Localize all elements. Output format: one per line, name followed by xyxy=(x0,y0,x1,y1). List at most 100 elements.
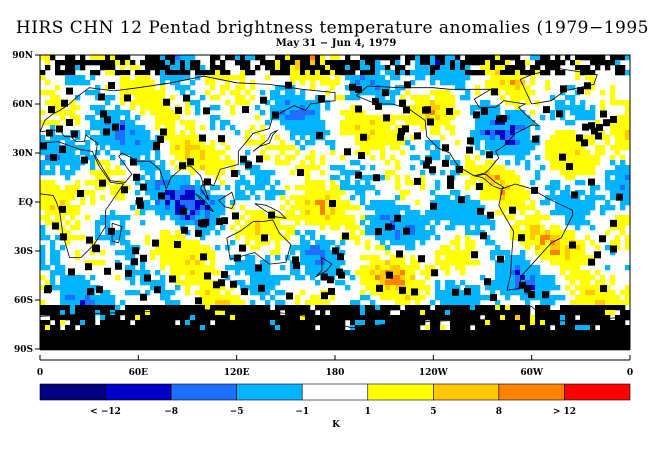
anomaly-cell xyxy=(275,330,281,336)
anomaly-cell xyxy=(415,120,421,126)
anomaly-cell xyxy=(545,330,551,336)
anomaly-cell xyxy=(280,85,286,91)
anomaly-cell xyxy=(580,250,586,256)
anomaly-cell xyxy=(115,345,121,351)
anomaly-cell xyxy=(220,200,226,206)
anomaly-cell xyxy=(295,205,301,211)
anomaly-cell xyxy=(585,310,591,316)
anomaly-cell xyxy=(140,100,146,106)
anomaly-cell xyxy=(185,135,191,141)
anomaly-cell xyxy=(65,175,71,181)
anomaly-cell xyxy=(280,70,286,76)
anomaly-cell xyxy=(500,175,506,181)
anomaly-cell xyxy=(510,95,516,101)
anomaly-cell xyxy=(235,220,241,226)
anomaly-cell xyxy=(360,115,366,121)
anomaly-cell xyxy=(555,195,561,201)
anomaly-cell xyxy=(520,330,526,336)
anomaly-cell xyxy=(70,155,76,161)
missing-data-cell xyxy=(66,87,73,95)
anomaly-cell xyxy=(160,345,166,351)
anomaly-cell xyxy=(390,205,396,211)
anomaly-cell xyxy=(600,105,606,111)
anomaly-cell xyxy=(575,245,581,251)
anomaly-cell xyxy=(215,115,221,121)
anomaly-cell xyxy=(530,230,536,236)
anomaly-cell xyxy=(350,205,356,211)
anomaly-cell xyxy=(145,70,151,76)
anomaly-cell xyxy=(585,65,591,71)
anomaly-cell xyxy=(270,325,276,331)
anomaly-cell xyxy=(95,310,101,316)
anomaly-cell xyxy=(260,325,266,331)
anomaly-cell xyxy=(325,250,331,256)
missing-data-cell xyxy=(328,287,335,295)
anomaly-cell xyxy=(325,325,331,331)
anomaly-cell xyxy=(60,280,66,286)
anomaly-cell xyxy=(110,140,116,146)
anomaly-cell xyxy=(390,200,396,206)
anomaly-cell xyxy=(515,185,521,191)
anomaly-cell xyxy=(490,165,496,171)
anomaly-cell xyxy=(310,255,316,261)
anomaly-cell xyxy=(315,260,321,266)
missing-data-cell xyxy=(108,82,115,90)
anomaly-cell xyxy=(200,165,206,171)
anomaly-cell xyxy=(600,60,606,66)
anomaly-cell xyxy=(620,300,626,306)
anomaly-cell xyxy=(220,90,226,96)
anomaly-cell xyxy=(105,335,111,341)
anomaly-cell xyxy=(405,90,411,96)
anomaly-cell xyxy=(255,280,261,286)
anomaly-cell xyxy=(320,300,326,306)
anomaly-cell xyxy=(300,135,306,141)
anomaly-cell xyxy=(530,80,536,86)
anomaly-cell xyxy=(395,140,401,146)
anomaly-cell xyxy=(235,190,241,196)
anomaly-cell xyxy=(555,65,561,71)
anomaly-cell xyxy=(125,315,131,321)
anomaly-cell xyxy=(435,220,441,226)
anomaly-cell xyxy=(545,200,551,206)
anomaly-cell xyxy=(440,120,446,126)
anomaly-cell xyxy=(355,335,361,341)
anomaly-cell xyxy=(340,320,346,326)
anomaly-cell xyxy=(290,80,296,86)
anomaly-cell xyxy=(65,195,71,201)
anomaly-cell xyxy=(280,340,286,346)
anomaly-cell xyxy=(305,60,311,66)
anomaly-cell xyxy=(75,335,81,341)
anomaly-cell xyxy=(145,310,151,316)
anomaly-cell xyxy=(170,270,176,276)
anomaly-cell xyxy=(165,230,171,236)
anomaly-cell xyxy=(495,300,501,306)
anomaly-cell xyxy=(235,310,241,316)
anomaly-cell xyxy=(525,280,531,286)
anomaly-cell xyxy=(445,70,451,76)
anomaly-cell xyxy=(515,235,521,241)
anomaly-cell xyxy=(100,125,106,131)
anomaly-cell xyxy=(345,85,351,91)
anomaly-cell xyxy=(270,190,276,196)
anomaly-cell xyxy=(500,180,506,186)
anomaly-cell xyxy=(280,160,286,166)
coastline xyxy=(254,203,287,219)
anomaly-cell xyxy=(65,155,71,161)
anomaly-cell xyxy=(380,65,386,71)
anomaly-cell xyxy=(395,70,401,76)
anomaly-cell xyxy=(605,290,611,296)
anomaly-cell xyxy=(290,95,296,101)
anomaly-cell xyxy=(535,295,541,301)
anomaly-cell xyxy=(295,95,301,101)
anomaly-cell xyxy=(520,95,526,101)
anomaly-cell xyxy=(210,65,216,71)
anomaly-cell xyxy=(235,325,241,331)
anomaly-cell xyxy=(350,215,356,221)
anomaly-cell xyxy=(605,315,611,321)
anomaly-cell xyxy=(120,140,126,146)
anomaly-cell xyxy=(490,305,496,311)
anomaly-cell xyxy=(525,115,531,121)
anomaly-cell xyxy=(370,115,376,121)
anomaly-cell xyxy=(200,305,206,311)
anomaly-cell xyxy=(335,165,341,171)
